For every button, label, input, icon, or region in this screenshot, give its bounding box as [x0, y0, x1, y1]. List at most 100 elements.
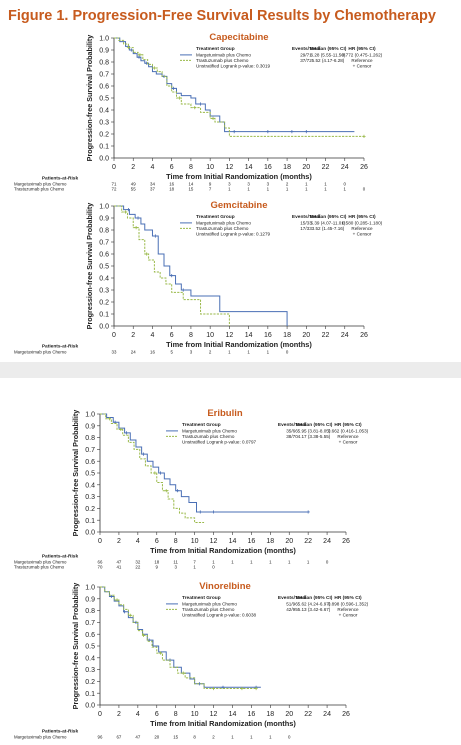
- at-risk-value: 41: [116, 565, 121, 570]
- censor-mark: [172, 86, 176, 90]
- censor-mark: [170, 274, 174, 278]
- x-tick-label: 22: [322, 332, 330, 339]
- legend-footnote: Unstratified Logrank p-value: 0.3019: [196, 64, 271, 69]
- x-tick-label: 18: [266, 711, 274, 718]
- censor-mark: [158, 651, 163, 655]
- censor-mark: [124, 431, 129, 435]
- x-tick-label: 20: [285, 538, 293, 545]
- legend-cell: Reference: [351, 58, 373, 63]
- at-risk-label: Patients-at-Risk: [42, 176, 79, 182]
- figure-card-bottom: 0.0 0.1 0.2 0.3 0.4 0.5 0.6 0.7 0.8 0.9 1.0 0 2 4 6 8 10…: [0, 378, 461, 745]
- at-risk-value: 3: [247, 182, 250, 187]
- censor-mark: [123, 210, 128, 214]
- at-risk-value: 1: [231, 560, 234, 565]
- at-risk-value: 16: [150, 350, 155, 355]
- km-curve-trastuzumab: [114, 205, 230, 326]
- censor-mark: [211, 116, 215, 120]
- at-risk-row-name: Margetuximab plus Chemo: [14, 350, 67, 355]
- at-risk-value: 67: [116, 735, 121, 740]
- x-axis-label: Time from Initial Randomization (months): [150, 546, 296, 555]
- censor-mark: [198, 510, 202, 514]
- censor-mark: [164, 489, 168, 493]
- x-tick-label: 4: [151, 164, 155, 171]
- y-tick-label: 0.4: [99, 276, 109, 283]
- at-risk-row-name: Margetuximab plus Chemo: [14, 560, 67, 565]
- x-tick-label: 20: [302, 164, 310, 171]
- y-tick-label: 0.9: [85, 596, 95, 603]
- at-risk-value: 37: [150, 187, 155, 192]
- censor-mark: [290, 130, 294, 134]
- legend-cell: 5.62 (4.24-6.97): [298, 602, 331, 607]
- x-tick-label: 10: [191, 538, 199, 545]
- y-tick-label: 0.7: [85, 620, 95, 627]
- censor-mark: [211, 686, 216, 691]
- y-tick-label: 0.7: [99, 240, 109, 247]
- at-risk-value: 1: [212, 560, 215, 565]
- y-tick-label: 0.8: [85, 608, 95, 615]
- at-risk-value: 1: [250, 735, 253, 740]
- y-tick-label: 0.8: [99, 60, 109, 67]
- x-tick-label: 6: [155, 711, 159, 718]
- at-risk-value: 1: [228, 350, 231, 355]
- censor-mark: [181, 671, 185, 675]
- x-tick-label: 0: [112, 332, 116, 339]
- at-risk-value: 1: [228, 187, 231, 192]
- at-risk-value: 1: [267, 187, 270, 192]
- legend-cell: 5.52 (4.17-6.28): [312, 58, 345, 63]
- x-tick-label: 22: [322, 164, 330, 171]
- y-tick-label: 0.0: [99, 324, 109, 331]
- y-tick-label: 0.4: [85, 482, 95, 489]
- panel-title: Vinorelbine: [199, 581, 251, 592]
- at-risk-value: 1: [305, 182, 308, 187]
- legend-cell: 17/33: [300, 226, 312, 231]
- x-tick-label: 24: [323, 711, 331, 718]
- at-risk-value: 49: [131, 182, 136, 187]
- legend-header-cell: Median (95% CI): [310, 214, 347, 220]
- legend-cell: 15/33: [300, 221, 312, 226]
- censor-mark: [141, 452, 146, 456]
- legend-cell: 4.17 (3.38-5.55): [298, 434, 331, 439]
- legend-cell: Trastuzumab plus Chemo: [196, 226, 249, 231]
- x-tick-label: 0: [98, 711, 102, 718]
- legend-cell: 5.39 (4.07-11.01): [311, 221, 346, 226]
- x-tick-label: 24: [341, 332, 349, 339]
- at-risk-value: 16: [169, 182, 174, 187]
- censor-mark: [107, 417, 112, 421]
- panel-title: Eribulin: [207, 408, 243, 419]
- x-tick-label: 18: [283, 164, 291, 171]
- y-tick-label: 0.2: [85, 679, 95, 686]
- y-tick-label: 0.6: [85, 632, 95, 639]
- legend-cell: 38/70: [286, 434, 298, 439]
- km-plot-gemcitabine: 0.00.10.20.30.40.50.60.70.80.91.00 2 4 6 8 10…: [14, 200, 383, 355]
- x-tick-label: 6: [155, 538, 159, 545]
- x-tick-label: 20: [302, 332, 310, 339]
- at-risk-value: 1: [288, 560, 291, 565]
- legend-header-cell: Events/Total: [292, 214, 320, 220]
- x-tick-label: 8: [189, 332, 193, 339]
- at-risk-value: 1: [247, 350, 250, 355]
- x-tick-label: 22: [304, 538, 312, 545]
- x-tick-label: 26: [342, 538, 350, 545]
- y-tick-label: 0.0: [99, 156, 109, 163]
- y-axis-label: Progression-free Survival Probability: [85, 35, 94, 162]
- y-tick-label: 0.1: [99, 144, 109, 151]
- x-tick-label: 26: [360, 164, 368, 171]
- at-risk-value: 20: [154, 735, 159, 740]
- y-tick-label: 0.2: [99, 300, 109, 307]
- at-risk-value: 8: [193, 735, 196, 740]
- y-tick-label: 1.0: [85, 412, 95, 419]
- y-tick-label: 0.5: [99, 96, 109, 103]
- x-tick-label: 10: [206, 164, 214, 171]
- at-risk-value: 1: [324, 182, 327, 187]
- y-axis-label: Progression-free Survival Probability: [71, 410, 80, 537]
- panel-title: Gemcitabine: [210, 200, 267, 211]
- km-curve-trastuzumab: [100, 413, 205, 524]
- km-plot-vinorelbine: 0.00.10.20.30.40.50.60.70.80.91.00 2 4 6 8 10…: [14, 581, 369, 740]
- y-tick-label: 0.3: [99, 288, 109, 295]
- x-tick-label: 16: [264, 164, 272, 171]
- at-risk-label: Patients-at-Risk: [42, 554, 79, 560]
- x-tick-label: 10: [206, 332, 214, 339]
- x-tick-label: 4: [136, 538, 140, 545]
- censor-mark: [211, 510, 216, 514]
- y-tick-label: 0.0: [85, 703, 95, 710]
